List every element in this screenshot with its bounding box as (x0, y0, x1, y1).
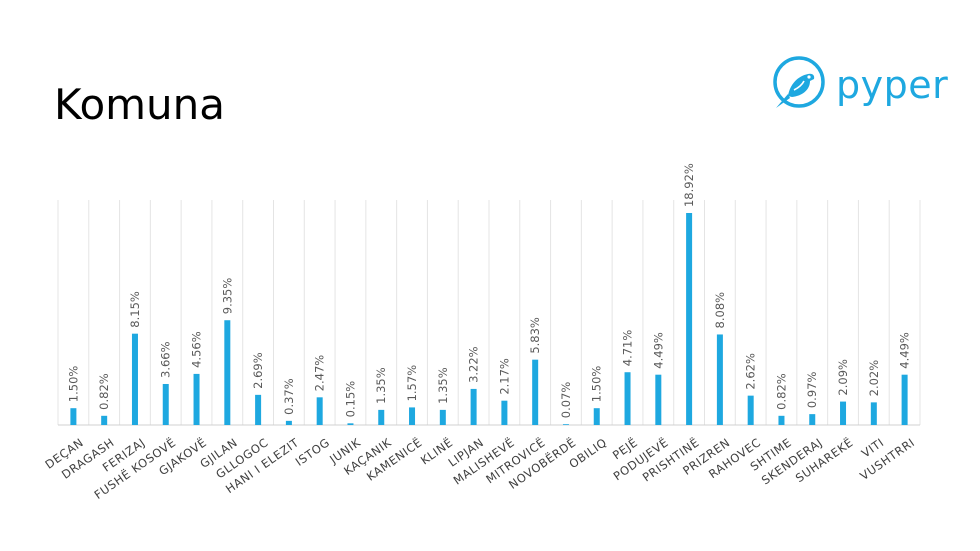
data-label: 1.35% (374, 367, 388, 404)
data-label: 2.09% (836, 359, 850, 396)
data-label: 2.17% (497, 358, 511, 395)
bar (716, 334, 723, 425)
bar (778, 415, 785, 425)
bar (470, 388, 477, 425)
data-label: 2.47% (313, 355, 327, 392)
data-label: 18.92% (682, 163, 696, 207)
bird-icon (768, 52, 830, 118)
bar (131, 333, 138, 425)
bar (70, 408, 77, 425)
data-label: 8.08% (713, 292, 727, 329)
data-label: 1.35% (436, 367, 450, 404)
bar (255, 394, 262, 425)
data-label: 0.82% (774, 373, 788, 410)
bar (316, 397, 323, 425)
bar (532, 359, 539, 425)
bar (747, 395, 754, 425)
bar (870, 402, 877, 425)
data-label: 4.71% (621, 330, 635, 367)
data-label: 9.35% (220, 278, 234, 315)
bar (409, 407, 416, 425)
bar (347, 423, 354, 425)
bar (439, 409, 446, 425)
bar (562, 424, 569, 425)
data-label: 2.69% (251, 352, 265, 389)
logo-text: pyper (836, 63, 949, 107)
bar (378, 409, 385, 425)
category-label: ISTOG (293, 435, 333, 469)
data-label: 4.49% (898, 332, 912, 369)
bar (285, 420, 292, 425)
data-label: 1.50% (590, 366, 604, 403)
data-label: 3.22% (467, 346, 481, 383)
bar (101, 415, 108, 425)
bar (193, 373, 200, 425)
data-label: 8.15% (128, 291, 142, 328)
data-label: 4.49% (651, 332, 665, 369)
data-label: 2.02% (867, 360, 881, 397)
data-label: 0.07% (559, 382, 573, 419)
logo: pyper (768, 52, 948, 118)
data-label: 0.37% (282, 378, 296, 415)
data-label: 0.82% (97, 373, 111, 410)
data-label: 4.56% (190, 331, 204, 368)
bar (809, 414, 816, 425)
data-label: 1.57% (405, 365, 419, 402)
data-label: 3.66% (159, 341, 173, 378)
bar (655, 374, 662, 425)
bar (162, 383, 169, 425)
bar (840, 401, 847, 425)
data-label: 5.83% (528, 317, 542, 354)
bar (901, 374, 908, 425)
data-label: 1.50% (66, 366, 80, 403)
data-label: 0.15% (343, 381, 357, 418)
bar (624, 372, 631, 425)
data-label: 2.62% (744, 353, 758, 390)
bar (593, 408, 600, 425)
bar (224, 320, 231, 425)
bar (686, 213, 693, 425)
bar (501, 400, 508, 425)
page-title: Komuna (54, 80, 226, 129)
data-label: 0.97% (805, 372, 819, 409)
